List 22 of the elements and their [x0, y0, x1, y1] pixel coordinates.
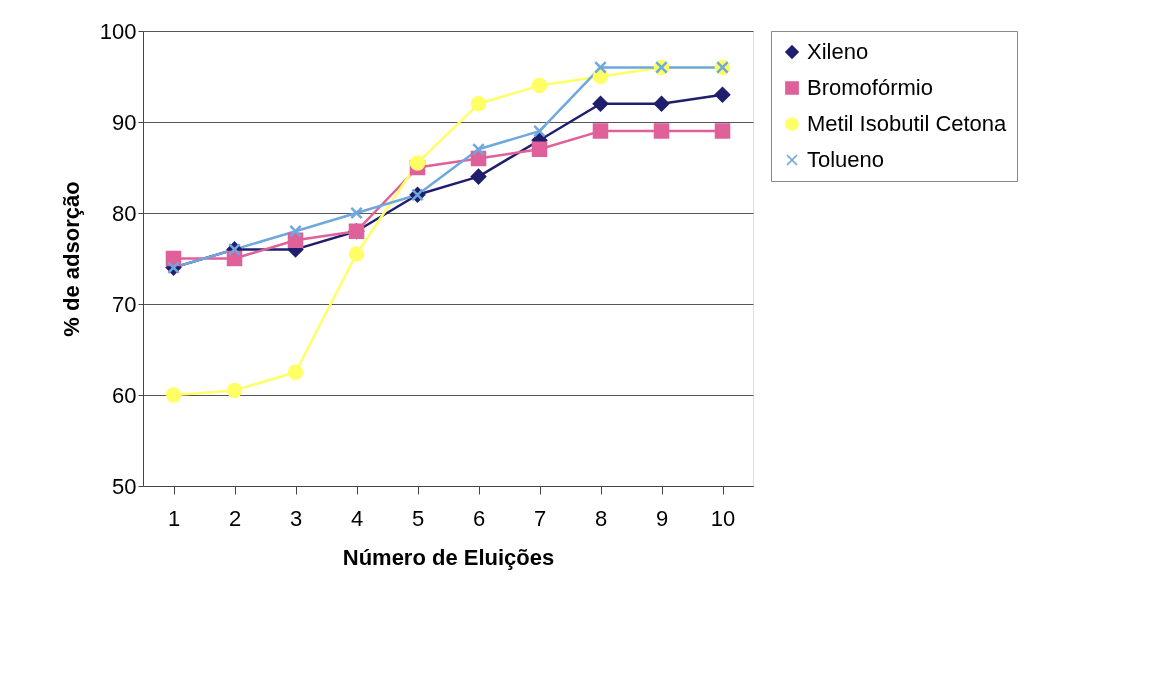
- x-tick-label: 6: [472, 505, 486, 531]
- y-tick-label: 50: [112, 473, 137, 499]
- y-tick-label: 90: [112, 109, 137, 135]
- legend-label: Xileno: [807, 39, 869, 64]
- x-tick-label: 10: [710, 505, 736, 531]
- x-tick-label: 5: [411, 505, 425, 531]
- x-axis-title: Número de Eluições: [342, 544, 555, 570]
- y-axis-title: % de adsorção: [58, 181, 84, 337]
- y-tick-label: 70: [112, 291, 137, 317]
- x-tick-label: 8: [594, 505, 608, 531]
- y-tick-label: 80: [112, 200, 137, 226]
- x-tick-label: 4: [350, 505, 364, 531]
- y-tick-label: 60: [112, 382, 137, 408]
- x-tick-label: 7: [533, 505, 547, 531]
- x-tick-label: 9: [655, 505, 669, 531]
- legend-label: Metil Isobutil Cetona: [807, 111, 1008, 136]
- y-tick-label: 100: [99, 18, 137, 44]
- x-tick-label: 2: [228, 505, 242, 531]
- x-tick-label: 3: [289, 505, 303, 531]
- x-tick-label: 1: [167, 505, 181, 531]
- legend-label: Tolueno: [807, 147, 885, 172]
- legend-label: Bromofórmio: [807, 75, 933, 100]
